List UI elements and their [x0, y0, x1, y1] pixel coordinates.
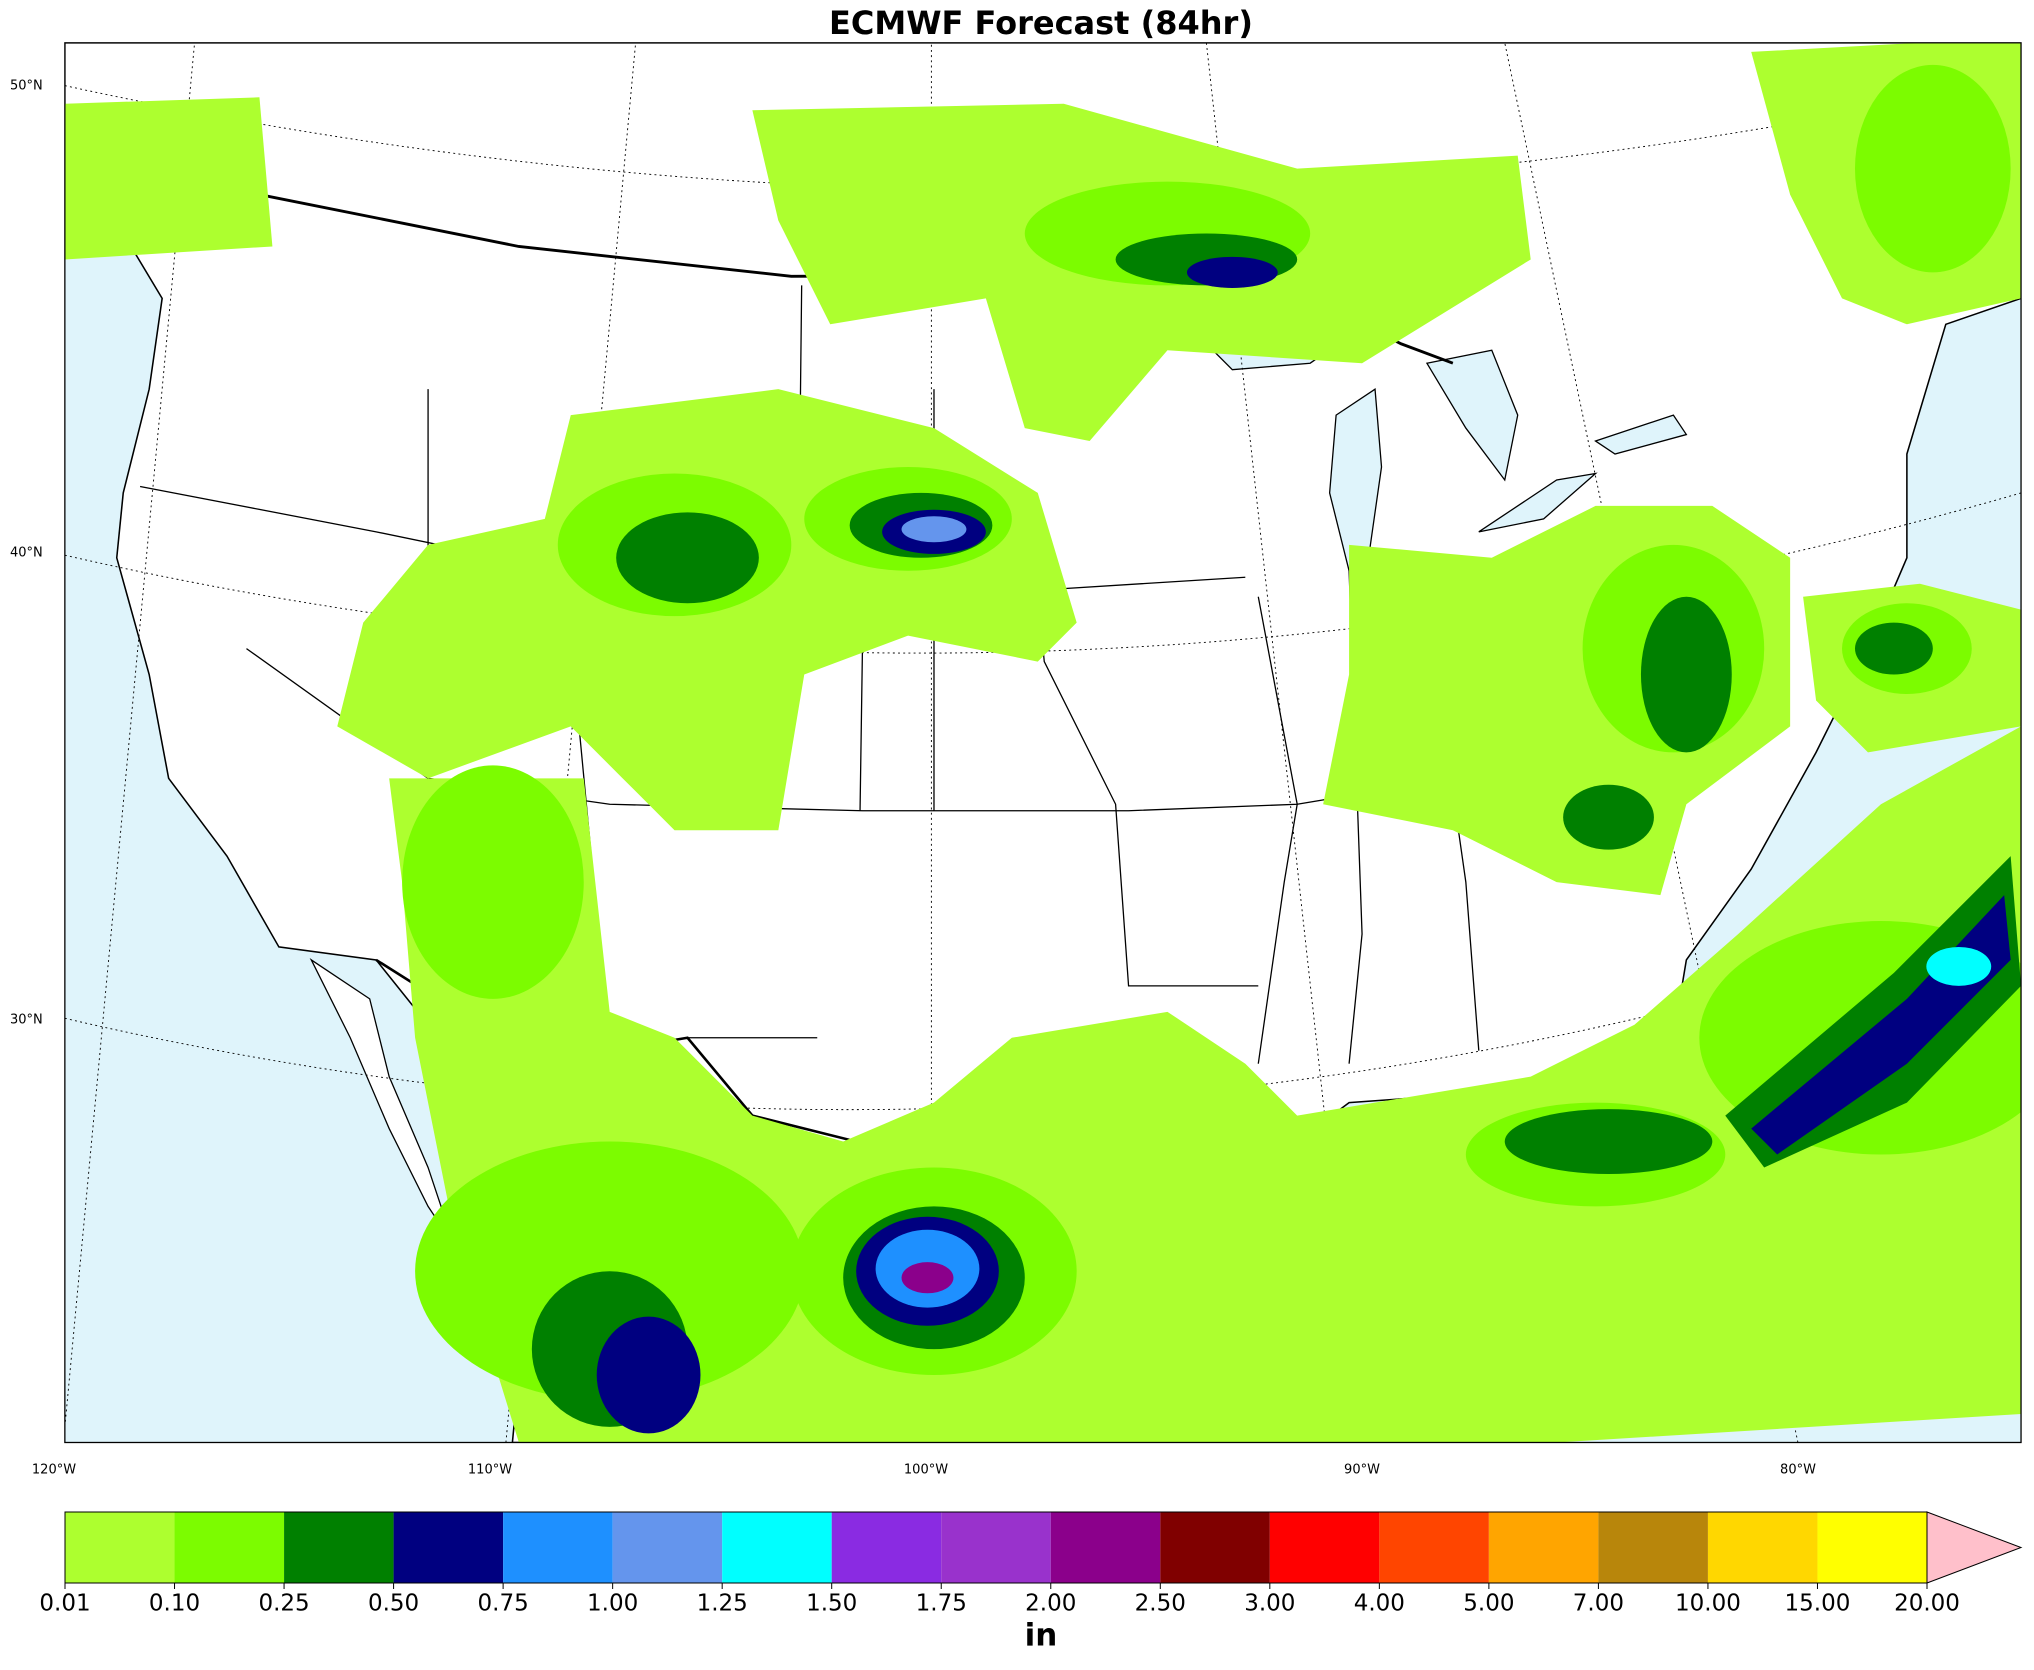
lon-label: 90°W	[1344, 1463, 1380, 1478]
colorbar-segment	[65, 1512, 175, 1583]
colorbar-segment	[1269, 1512, 1380, 1583]
colorbar-segment	[1488, 1512, 1599, 1583]
colorbar-tick-label: 0.25	[258, 1591, 309, 1617]
colorbar-segment	[941, 1512, 1051, 1583]
lon-label: 80°W	[1780, 1463, 1816, 1478]
colorbar-tick-label: 1.75	[916, 1591, 967, 1617]
colorbar-segment	[612, 1512, 723, 1583]
colorbar-unit: in	[1025, 1618, 1058, 1654]
colorbar-tick-label: 0.75	[478, 1591, 529, 1617]
colorbar-extend	[1926, 1511, 2023, 1584]
great-lakes	[1205, 316, 1688, 572]
lon-label: 100°W	[904, 1463, 948, 1478]
colorbar: 0.01 0.10 0.25 0.50 0.75 1.00 1.25 1.50 1.75 2.00…	[39, 1511, 2023, 1617]
colorbar-segment	[722, 1512, 832, 1583]
lon-label: 110°W	[468, 1463, 512, 1478]
colorbar-segment	[1817, 1512, 1927, 1583]
colorbar-segment	[284, 1512, 394, 1583]
colorbar-segment	[1050, 1512, 1161, 1583]
colorbar-tick-label: 10.00	[1675, 1591, 1741, 1617]
colorbar-tick-label: 0.01	[39, 1591, 90, 1617]
colorbar-segment	[1379, 1512, 1489, 1583]
lon-label: 120°W	[32, 1463, 76, 1478]
colorbar-tick-label: 7.00	[1573, 1591, 1624, 1617]
colorbar-tick-label: 1.00	[587, 1591, 638, 1617]
colorbar-segment	[831, 1512, 942, 1583]
colorbar-tick-label: 5.00	[1463, 1591, 1514, 1617]
lat-label: 30°N	[10, 1013, 43, 1028]
precip-extreme	[875, 516, 1992, 1308]
colorbar-segment	[1707, 1512, 1818, 1583]
map-area	[64, 42, 2022, 1443]
colorbar-tick-label: 1.25	[697, 1591, 748, 1617]
colorbar-tick-label: 1.50	[806, 1591, 857, 1617]
map-axes: 50°N 40°N 30°N 120°W 110°W 100°W 90°W 80°W	[10, 79, 1816, 1478]
lat-label: 50°N	[10, 79, 43, 94]
colorbar-segment	[174, 1512, 285, 1583]
colorbar-frame	[64, 1511, 1928, 1584]
lat-label: 40°N	[10, 546, 43, 561]
colorbar-tick-label: 20.00	[1894, 1591, 1960, 1617]
colorbar-tick-label: 0.50	[368, 1591, 419, 1617]
colorbar-segment	[1160, 1512, 1270, 1583]
colorbar-tick-label: 15.00	[1785, 1591, 1851, 1617]
map-frame	[64, 42, 2022, 1444]
map-title: ECMWF Forecast (84hr)	[829, 4, 1253, 42]
colorbar-tick-label: 2.00	[1025, 1591, 1076, 1617]
colorbar-tick-label: 2.50	[1135, 1591, 1186, 1617]
map	[64, 42, 2022, 1444]
colorbar-segment	[1598, 1512, 1708, 1583]
colorbar-tick-label: 0.10	[149, 1591, 200, 1617]
colorbar-tick-label: 3.00	[1244, 1591, 1295, 1617]
colorbar-segment	[503, 1512, 613, 1583]
colorbar-tick-label: 4.00	[1354, 1591, 1405, 1617]
colorbar-segment	[393, 1512, 504, 1583]
